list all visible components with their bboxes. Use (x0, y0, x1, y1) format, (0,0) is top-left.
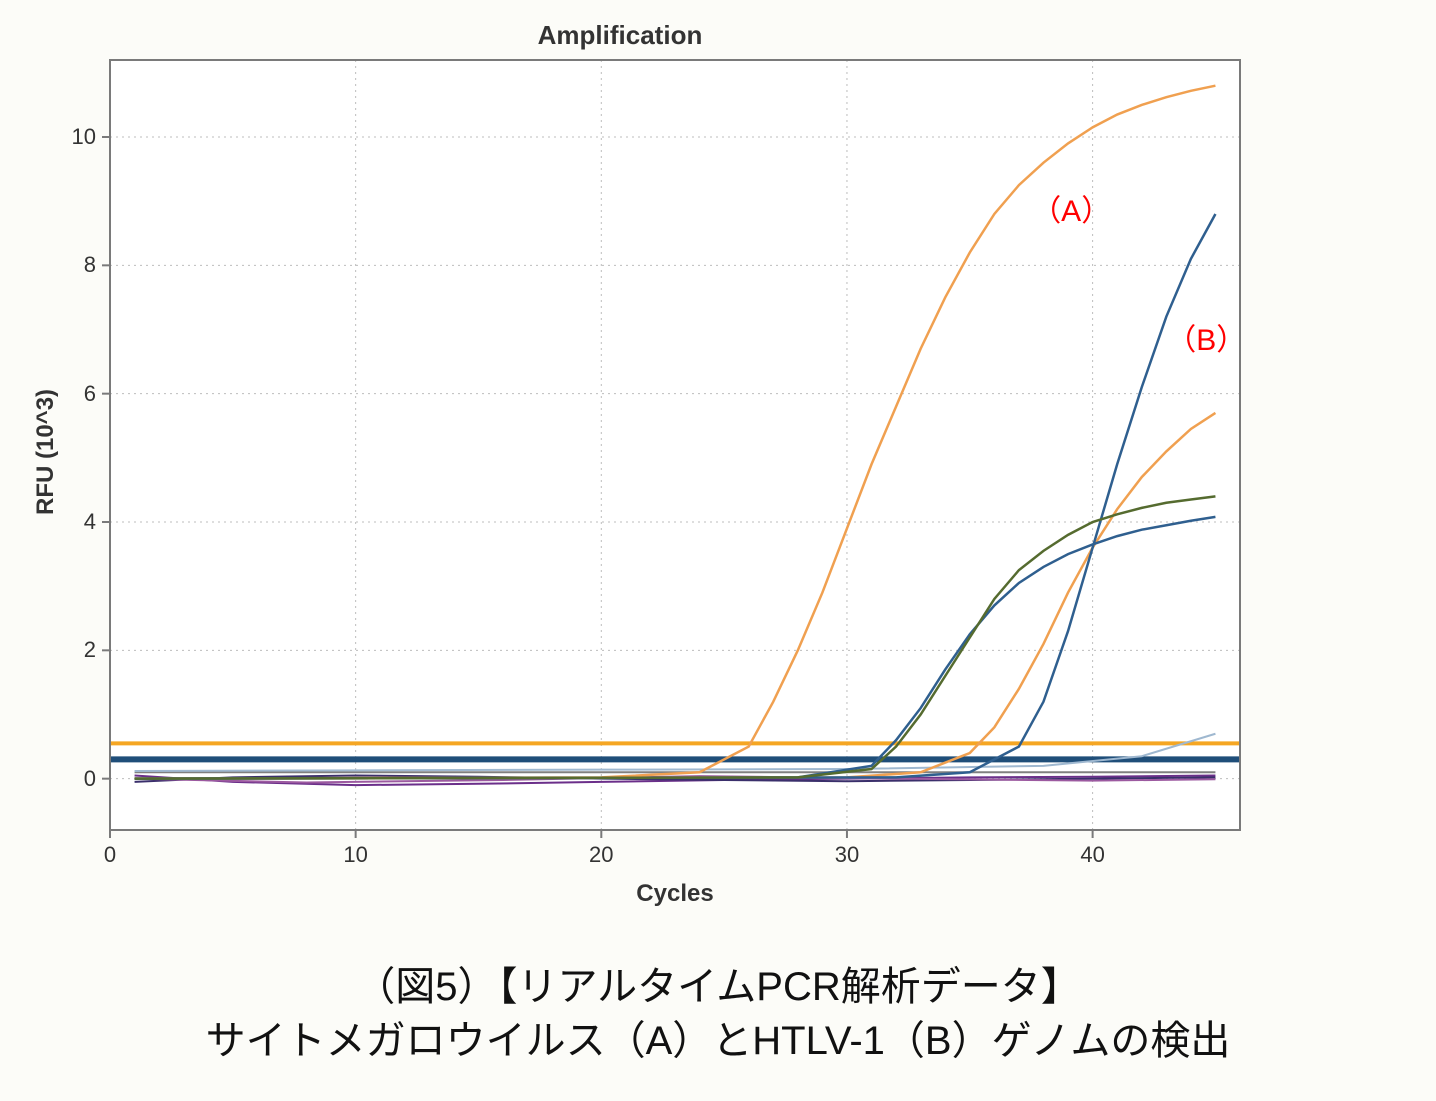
x-tick-label: 0 (90, 842, 130, 868)
curve-annotation: （A） (1031, 186, 1111, 230)
y-tick-label: 0 (84, 766, 96, 792)
y-tick-label: 6 (84, 381, 96, 407)
y-tick-label: 4 (84, 509, 96, 535)
caption-line-1: （図5）【リアルタイムPCR解析データ】 (355, 965, 1081, 1009)
x-tick-label: 30 (827, 842, 867, 868)
y-tick-label: 2 (84, 637, 96, 663)
y-tick-label: 10 (72, 124, 96, 150)
x-tick-label: 40 (1073, 842, 1113, 868)
caption-line-2: サイトメガロウイルス（A）とHTLV-1（B）ゲノムの検出 (206, 1019, 1231, 1063)
x-tick-label: 20 (581, 842, 621, 868)
figure-caption: （図5）【リアルタイムPCR解析データ】 サイトメガロウイルス（A）とHTLV-… (0, 960, 1436, 1068)
x-tick-label: 10 (336, 842, 376, 868)
curve-annotation: （B） (1166, 315, 1246, 359)
amplification-plot (0, 0, 1436, 1101)
y-tick-label: 8 (84, 252, 96, 278)
